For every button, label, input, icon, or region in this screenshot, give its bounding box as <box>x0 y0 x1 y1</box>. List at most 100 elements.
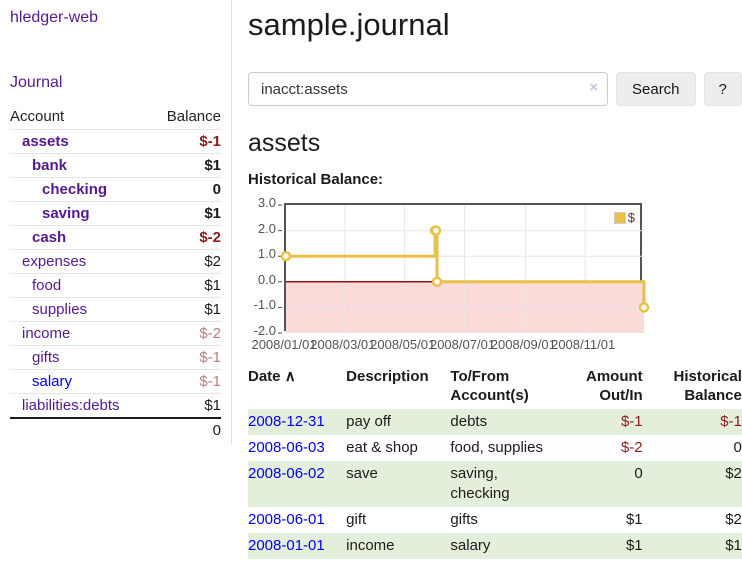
account-row: supplies $1 <box>10 297 221 322</box>
account-link-food[interactable]: food <box>32 277 62 294</box>
account-balance: $1 <box>151 393 221 418</box>
register-header-description[interactable]: Description <box>346 368 429 385</box>
account-link-checking[interactable]: checking <box>42 181 108 198</box>
account-link-gifts[interactable]: gifts <box>32 349 60 366</box>
account-name-cell: salary <box>10 369 152 394</box>
data-point-marker[interactable] <box>430 225 442 236</box>
chart-title: Historical Balance: <box>248 171 384 188</box>
chart-plot-area[interactable]: $ <box>278 203 650 334</box>
register-header-amount[interactable]: Amount Out/In <box>586 368 643 404</box>
account-link-cash[interactable]: cash <box>32 229 67 246</box>
chart-canvas[interactable] <box>278 204 650 334</box>
transaction-date-link[interactable]: 2008-01-01 <box>248 537 325 554</box>
x-axis-tick-label: 2008/07/01 <box>429 337 496 352</box>
account-row: income $-2 <box>10 321 221 346</box>
help-button[interactable]: ? <box>703 72 742 106</box>
account-row: saving $1 <box>10 201 221 226</box>
app-window: hledger-web Journal Account Balance asse… <box>10 0 742 559</box>
account-row: bank $1 <box>10 153 221 178</box>
search-input[interactable] <box>248 72 608 106</box>
x-axis-tick-label: 2008/01/01 <box>251 337 317 352</box>
account-row: liabilities:debts $1 <box>10 393 221 418</box>
transaction-balance: $2 <box>725 511 742 528</box>
account-balance: $-1 <box>151 129 221 154</box>
transaction-amount: $1 <box>625 511 643 528</box>
page-title: sample.journal <box>248 7 450 42</box>
account-name-cell: saving <box>10 201 152 226</box>
account-name-cell: liabilities:debts <box>10 393 152 418</box>
transaction-description: gift <box>346 511 367 528</box>
account-name-cell: cash <box>10 225 152 250</box>
clear-search-icon[interactable]: × <box>589 79 598 96</box>
y-axis-tick-label: 0.0 <box>257 271 276 287</box>
register-date-cell: 2008-06-01 <box>248 507 346 533</box>
search-button[interactable]: Search <box>616 72 696 106</box>
account-link-bank[interactable]: bank <box>32 157 68 174</box>
register-date-cell: 2008-01-01 <box>248 533 347 559</box>
app-brand-link[interactable]: hledger-web <box>10 9 99 26</box>
account-row: salary $-1 <box>10 369 221 394</box>
account-balance: $1 <box>151 153 221 178</box>
transaction-date-link[interactable]: 2008-06-03 <box>248 439 325 456</box>
account-link-income[interactable]: income <box>22 325 71 342</box>
transaction-description: eat & shop <box>346 439 418 456</box>
account-balance: $2 <box>151 249 221 274</box>
transaction-date-link[interactable]: 2008-06-01 <box>248 511 325 528</box>
register-date-cell: 2008-06-02 <box>248 461 347 507</box>
search-form: × Search ? <box>248 72 742 106</box>
x-axis-tick-label: 2008/03/01 <box>310 337 376 352</box>
register-row: 2008-06-02 save saving, checking 0 $2 <box>248 461 742 507</box>
y-axis-tick-label: 2.0 <box>257 220 276 236</box>
account-link-supplies[interactable]: supplies <box>32 301 88 318</box>
account-balance: $-2 <box>151 225 221 250</box>
sort-asc-icon: ∧ <box>284 368 296 385</box>
account-link-saving[interactable]: saving <box>42 205 90 222</box>
transaction-date-link[interactable]: 2008-06-02 <box>248 465 325 482</box>
transaction-description: pay off <box>346 409 451 435</box>
account-link-salary[interactable]: salary <box>32 373 73 390</box>
y-axis-tick-label: -2.0 <box>253 323 276 338</box>
transaction-accounts: debts <box>450 409 554 435</box>
register-header-date[interactable]: Date ∧ <box>248 365 346 409</box>
account-name-cell: supplies <box>10 297 152 322</box>
account-row: cash $-2 <box>10 225 221 250</box>
balance-chart[interactable]: $ 3.0 2.0 1.0 0.0 -1.0 -2.0 2008/01/01 2008/03/… <box>248 195 650 353</box>
register-header-balance[interactable]: Historical Balance <box>673 368 742 404</box>
search-field-wrap: × <box>248 72 608 106</box>
account-row: checking 0 <box>10 177 221 202</box>
account-balance: $1 <box>151 273 221 298</box>
data-point-marker[interactable] <box>431 276 443 288</box>
register-date-cell: 2008-12-31 <box>248 409 347 435</box>
data-point-marker[interactable] <box>638 302 650 313</box>
main-panel: sample.journal × Search ? assets Histori… <box>232 0 742 559</box>
transaction-amount: $1 <box>553 533 643 559</box>
account-balance: $1 <box>151 297 221 322</box>
transaction-description: income <box>346 533 451 559</box>
register-row: 2008-01-01 income salary $1 $1 <box>248 533 742 559</box>
account-link-liabilities-debts[interactable]: liabilities:debts <box>22 397 120 414</box>
transaction-accounts: gifts <box>450 511 478 528</box>
accounts-table: Account Balance assets $-1 bank $1 checking 0… <box>10 105 221 442</box>
account-link-assets[interactable]: assets <box>22 133 69 150</box>
register-header-accounts[interactable]: To/From Account(s) <box>450 368 529 404</box>
transaction-balance: $-1 <box>642 409 742 435</box>
account-balance: $1 <box>151 201 221 226</box>
account-row: food $1 <box>10 273 221 298</box>
account-name-cell: expenses <box>10 249 152 274</box>
account-name-cell: income <box>10 321 152 346</box>
register-table: Date ∧ Description To/From Account(s) Am… <box>248 365 742 559</box>
register-date-cell: 2008-06-03 <box>248 435 346 461</box>
account-row: gifts $-1 <box>10 345 221 370</box>
transaction-accounts: saving, checking <box>450 461 554 507</box>
account-name-cell: food <box>10 273 152 298</box>
account-name-cell: bank <box>10 153 152 178</box>
account-balance: $-2 <box>151 321 221 346</box>
account-link-expenses[interactable]: expenses <box>22 253 87 270</box>
data-point-marker[interactable] <box>280 250 292 262</box>
x-axis-tick-label: 2008/05/01 <box>370 337 436 352</box>
nav-journal-link[interactable]: Journal <box>10 74 63 91</box>
accounts-total-spacer <box>10 417 152 442</box>
register-row: 2008-06-01 gift gifts $1 $2 <box>248 507 742 533</box>
register-row: 2008-12-31 pay off debts $-1 $-1 <box>248 409 742 435</box>
transaction-date-link[interactable]: 2008-12-31 <box>248 413 325 430</box>
